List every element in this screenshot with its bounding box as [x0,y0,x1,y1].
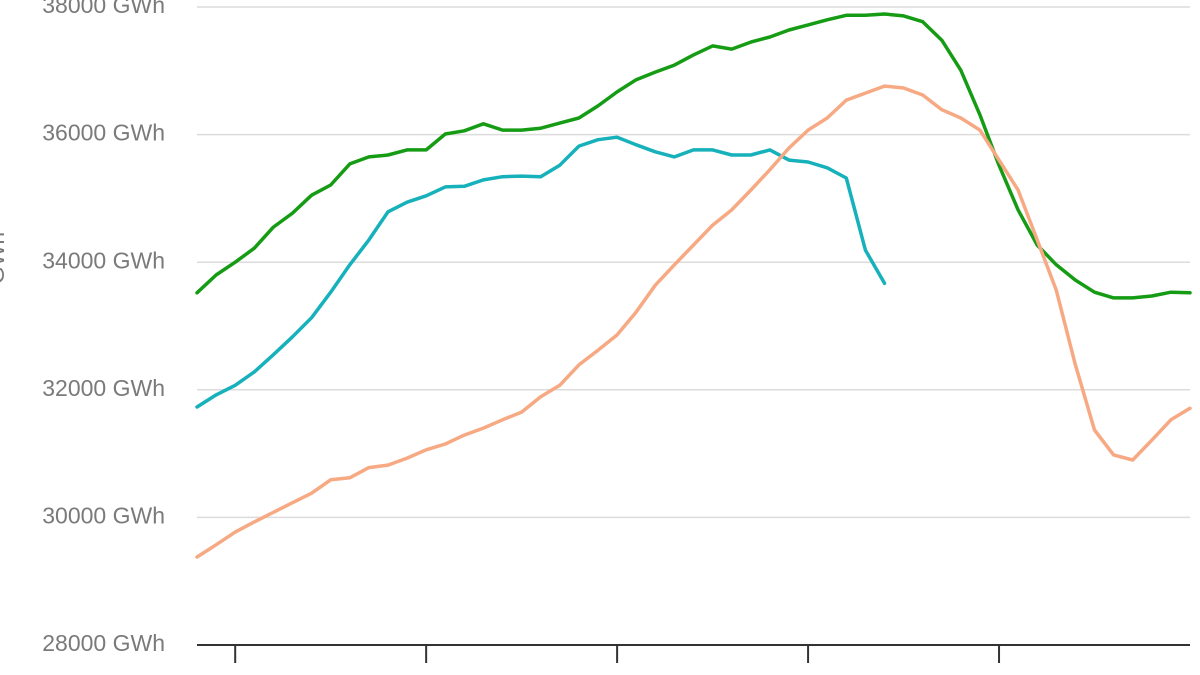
series-line [195,12,1192,300]
y-axis-label: GWh [0,232,9,284]
y-tick-label: 34000 GWh [42,247,165,273]
series-line [195,84,1192,559]
y-tick-label: 36000 GWh [42,120,165,146]
y-tick-label: 32000 GWh [42,375,165,401]
y-tick-label: 38000 GWh [42,0,165,18]
series-line [195,135,887,409]
y-tick-label: 30000 GWh [42,502,165,528]
y-tick-label: 28000 GWh [42,630,165,656]
